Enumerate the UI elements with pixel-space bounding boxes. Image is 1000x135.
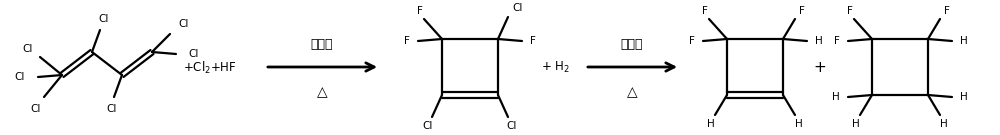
Text: F: F	[799, 6, 805, 16]
Text: H: H	[795, 119, 803, 129]
Text: △: △	[317, 85, 327, 99]
Text: F: F	[689, 36, 695, 46]
Text: △: △	[627, 85, 637, 99]
Text: F: F	[847, 6, 853, 16]
Text: H: H	[832, 92, 840, 102]
Text: Cl: Cl	[512, 3, 522, 13]
Text: F: F	[404, 36, 410, 46]
Text: F: F	[417, 6, 423, 16]
Text: F: F	[944, 6, 950, 16]
Text: H: H	[852, 119, 860, 129]
Text: H: H	[815, 36, 823, 46]
Text: Cl: Cl	[423, 121, 433, 131]
Text: H: H	[960, 92, 968, 102]
Text: H: H	[960, 36, 968, 46]
Text: Cl: Cl	[99, 14, 109, 24]
Text: + H$_2$: + H$_2$	[541, 59, 569, 75]
Text: H: H	[707, 119, 715, 129]
Text: Cl: Cl	[31, 104, 41, 114]
Text: +Cl$_2$+HF: +Cl$_2$+HF	[183, 60, 237, 76]
Text: +: +	[814, 60, 826, 75]
Text: H: H	[940, 119, 948, 129]
Text: Cl: Cl	[188, 49, 198, 59]
Text: Cl: Cl	[107, 104, 117, 114]
Text: Cl: Cl	[23, 44, 33, 54]
Text: 催化剂: 催化剂	[621, 38, 643, 51]
Text: Cl: Cl	[178, 19, 188, 29]
Text: F: F	[834, 36, 840, 46]
Text: Cl: Cl	[507, 121, 517, 131]
Text: 催化剂: 催化剂	[311, 38, 333, 51]
Text: Cl: Cl	[15, 72, 25, 82]
Text: F: F	[530, 36, 536, 46]
Text: F: F	[702, 6, 708, 16]
